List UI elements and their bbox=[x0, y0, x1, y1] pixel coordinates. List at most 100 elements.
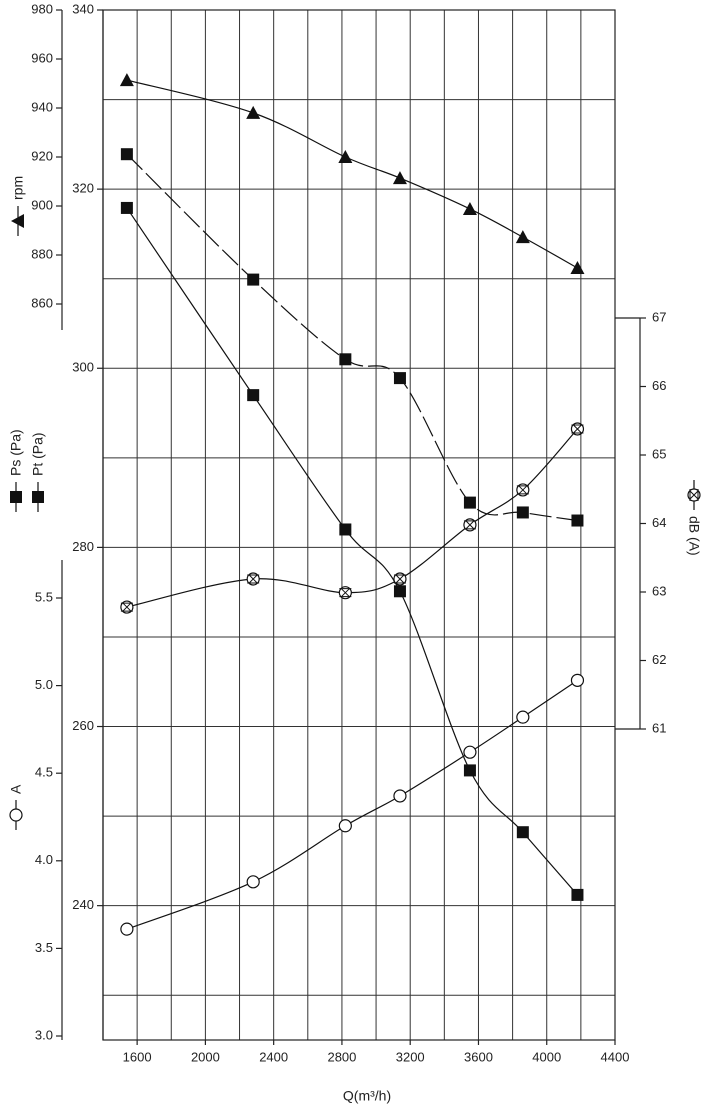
marker bbox=[463, 745, 477, 759]
marker bbox=[570, 260, 585, 274]
marker bbox=[11, 214, 24, 228]
marker bbox=[516, 826, 529, 839]
marker-cross bbox=[393, 574, 406, 584]
marker bbox=[120, 600, 134, 614]
marker bbox=[571, 888, 584, 901]
marker bbox=[246, 572, 260, 586]
marker-cross bbox=[689, 489, 699, 501]
marker-cross bbox=[247, 574, 260, 584]
y-tick-label: 61 bbox=[652, 720, 666, 735]
marker bbox=[570, 422, 585, 436]
y-tick-label: 860 bbox=[31, 295, 53, 310]
y-tick-label: 5.5 bbox=[35, 589, 53, 604]
marker bbox=[10, 491, 22, 503]
y-tick-label: 66 bbox=[652, 378, 666, 393]
marker bbox=[246, 875, 260, 889]
axis-title: Pt (Pa) bbox=[30, 432, 46, 512]
marker bbox=[516, 710, 530, 724]
series-line bbox=[126, 207, 578, 896]
x-tick-label: 4400 bbox=[601, 1049, 630, 1064]
x-tick-label: 3600 bbox=[464, 1049, 493, 1064]
y-tick-label: 240 bbox=[72, 897, 94, 912]
marker bbox=[339, 353, 352, 366]
marker bbox=[247, 273, 260, 286]
x-tick-label: 2400 bbox=[259, 1049, 288, 1064]
y-tick-label: 900 bbox=[31, 197, 53, 212]
marker bbox=[515, 230, 530, 244]
marker bbox=[392, 171, 407, 185]
axis-title: A bbox=[8, 784, 24, 830]
y-tick-label: 260 bbox=[72, 718, 94, 733]
y-tick-label: 280 bbox=[72, 539, 94, 554]
axis-title: Ps (Pa) bbox=[8, 429, 24, 512]
y-tick-label: 340 bbox=[72, 1, 94, 16]
axis-title: dB (A) bbox=[686, 480, 702, 556]
marker bbox=[463, 764, 476, 777]
y-tick-label: 3.5 bbox=[35, 940, 53, 955]
marker bbox=[570, 673, 585, 687]
x-tick-label: 3200 bbox=[396, 1049, 425, 1064]
marker bbox=[338, 586, 352, 600]
legend-label: dB (A) bbox=[686, 516, 702, 556]
y-tick-label: 67 bbox=[652, 309, 666, 324]
marker bbox=[393, 372, 406, 385]
series-line bbox=[126, 428, 578, 608]
marker bbox=[462, 201, 477, 215]
marker bbox=[120, 201, 133, 214]
y-tick-label: 880 bbox=[31, 246, 53, 261]
series-line bbox=[126, 679, 578, 930]
marker bbox=[687, 488, 701, 502]
legend-label: A bbox=[8, 784, 24, 794]
marker bbox=[338, 819, 352, 833]
y-tick-label: 64 bbox=[652, 515, 666, 530]
y-tick-label: 320 bbox=[72, 181, 94, 196]
marker-cross bbox=[339, 588, 352, 598]
marker bbox=[120, 148, 133, 161]
marker-cross bbox=[516, 485, 529, 495]
plot-frame bbox=[102, 9, 616, 1041]
y-tick-label: 960 bbox=[31, 50, 53, 65]
marker bbox=[247, 389, 260, 402]
x-tick-label: 1600 bbox=[123, 1049, 152, 1064]
x-tick-label: 2000 bbox=[191, 1049, 220, 1064]
legend-label: Pt (Pa) bbox=[30, 432, 46, 476]
marker bbox=[119, 73, 134, 87]
y-tick-label: 5.0 bbox=[35, 677, 53, 692]
y-tick-label: 940 bbox=[31, 99, 53, 114]
marker-cross bbox=[463, 520, 476, 530]
series-line bbox=[126, 153, 578, 522]
marker bbox=[516, 483, 530, 497]
marker bbox=[393, 585, 406, 598]
marker bbox=[246, 105, 261, 119]
marker bbox=[9, 808, 23, 822]
legend-label: rpm bbox=[10, 176, 26, 200]
legend-label: Ps (Pa) bbox=[8, 429, 24, 476]
y-tick-label: 4.5 bbox=[35, 765, 53, 780]
marker bbox=[32, 491, 44, 503]
x-tick-label: 2800 bbox=[327, 1049, 356, 1064]
y-tick-label: 62 bbox=[652, 652, 666, 667]
marker bbox=[120, 922, 134, 936]
x-axis-title: Q(m³/h) bbox=[343, 1088, 391, 1104]
y-tick-label: 920 bbox=[31, 148, 53, 163]
marker bbox=[393, 789, 407, 803]
y-tick-label: 63 bbox=[652, 583, 666, 598]
y-tick-label: 4.0 bbox=[35, 852, 53, 867]
marker bbox=[393, 572, 407, 586]
y-tick-label: 980 bbox=[31, 1, 53, 16]
series-line bbox=[126, 79, 578, 269]
y-tick-label: 65 bbox=[652, 446, 666, 461]
marker bbox=[463, 518, 477, 532]
x-tick-label: 4000 bbox=[532, 1049, 561, 1064]
marker bbox=[571, 514, 584, 527]
marker bbox=[516, 506, 529, 519]
y-tick-label: 3.0 bbox=[35, 1027, 53, 1042]
y-tick-label: 300 bbox=[72, 360, 94, 375]
axis-title: rpm bbox=[10, 176, 26, 236]
marker-cross bbox=[120, 602, 133, 612]
marker bbox=[463, 496, 476, 509]
marker-cross bbox=[571, 424, 584, 434]
marker bbox=[339, 523, 352, 536]
marker bbox=[338, 150, 353, 163]
